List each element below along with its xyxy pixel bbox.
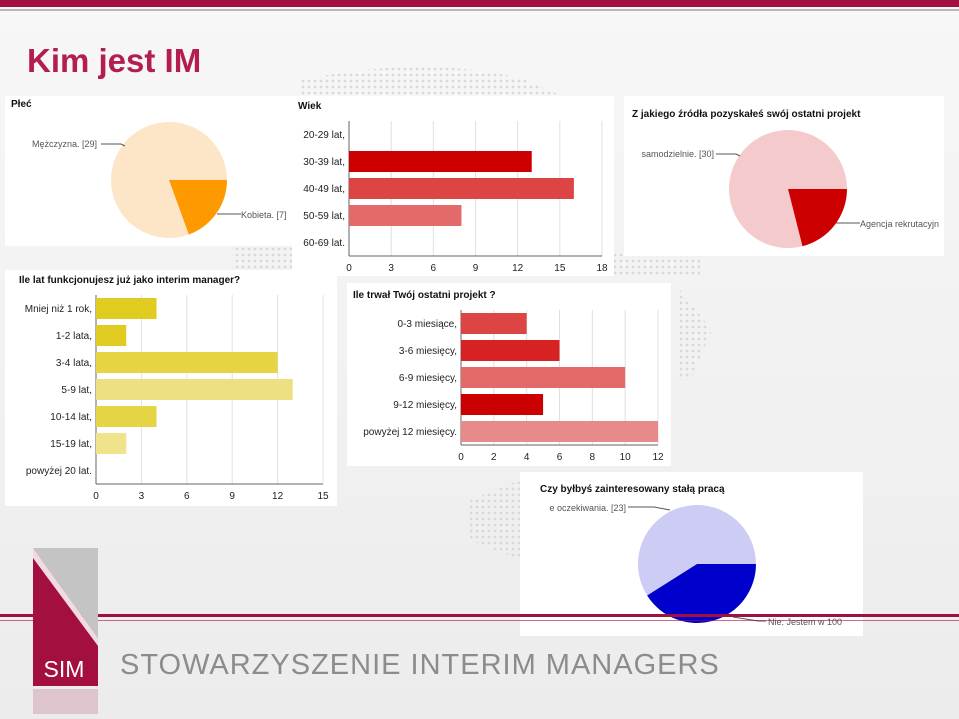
chart-plec: Mężczyzna. [29] Kobieta. [7] bbox=[32, 121, 287, 238]
chart-panel-plec: Płeć Mężczyzna. [29] Kobieta. [7] bbox=[5, 96, 295, 246]
bar bbox=[96, 433, 127, 454]
chart-wiek: 20-29 lat, 30-39 lat, 40-49 lat, 50-59 lat,… bbox=[303, 121, 608, 274]
chart-title: Ile lat funkcjonujesz już jako interim m… bbox=[19, 275, 241, 286]
tick-label: 3 bbox=[139, 491, 145, 502]
bar bbox=[96, 325, 127, 346]
tick-label: 10 bbox=[620, 452, 632, 463]
category-label: 0-3 miesiące, bbox=[398, 319, 457, 330]
logo-text: SIM bbox=[44, 656, 85, 682]
slide-title: Kim jest IM bbox=[27, 42, 202, 79]
leader-line bbox=[716, 153, 741, 157]
slice-label: Mężczyzna. [29] bbox=[32, 139, 97, 149]
chart-title: Ile trwał Twój ostatni projekt ? bbox=[353, 290, 496, 301]
category-label: 5-9 lat, bbox=[61, 385, 92, 396]
category-label: powyżej 12 miesięcy. bbox=[363, 427, 457, 438]
chart-panel-wiek: Wiek 20-29 lat, 30-39 lat, 40-49 lat, 50-59… bbox=[292, 96, 614, 276]
tick-label: 6 bbox=[557, 452, 563, 463]
bar bbox=[96, 298, 157, 319]
pie-slice bbox=[169, 180, 227, 235]
leader-line bbox=[628, 506, 671, 511]
tick-label: 15 bbox=[317, 491, 329, 502]
tick-label: 2 bbox=[491, 452, 497, 463]
chart-title: Wiek bbox=[298, 101, 322, 112]
chart-title: Płeć bbox=[11, 99, 32, 110]
bar bbox=[461, 313, 527, 334]
category-label: Mniej niż 1 rok, bbox=[25, 304, 92, 315]
tick-label: 12 bbox=[512, 263, 524, 274]
category-label: 15-19 lat, bbox=[50, 439, 92, 450]
bar bbox=[96, 352, 278, 373]
category-label: 1-2 lata, bbox=[56, 331, 92, 342]
bar bbox=[461, 394, 544, 415]
tick-label: 18 bbox=[596, 263, 608, 274]
category-label: 40-49 lat, bbox=[303, 184, 345, 195]
category-label: 3-6 miesięcy, bbox=[399, 346, 457, 357]
chart-panel-zrodlo: Z jakiego źródła pozyskałeś swój ostatni… bbox=[624, 96, 944, 256]
pie-slice bbox=[638, 505, 756, 596]
tick-label: 3 bbox=[388, 263, 394, 274]
bar bbox=[461, 421, 658, 442]
bar bbox=[461, 340, 560, 361]
category-label: 9-12 miesięcy, bbox=[393, 400, 457, 411]
top-accent-bar bbox=[0, 0, 959, 7]
bar bbox=[349, 178, 574, 199]
leader-line bbox=[732, 616, 766, 622]
tick-label: 9 bbox=[473, 263, 479, 274]
category-label: 30-39 lat, bbox=[303, 157, 345, 168]
chart-stala: e oczekiwania. [23] Nie. Jestem w 100 bbox=[549, 503, 842, 627]
tick-label: 0 bbox=[93, 491, 99, 502]
tick-label: 8 bbox=[590, 452, 596, 463]
sim-logo: SIM bbox=[33, 548, 98, 714]
leader-line bbox=[101, 143, 126, 147]
pie-slice bbox=[729, 130, 847, 248]
tick-label: 0 bbox=[346, 263, 352, 274]
category-label: 3-4 lata, bbox=[56, 358, 92, 369]
pie-slice bbox=[788, 189, 847, 247]
tick-label: 6 bbox=[184, 491, 190, 502]
top-divider bbox=[0, 9, 959, 11]
bottom-accent-line bbox=[0, 614, 959, 617]
organization-name: STOWARZYSZENIE INTERIM MANAGERS bbox=[120, 649, 720, 681]
chart-panel-lata: Ile lat funkcjonujesz już jako interim m… bbox=[5, 270, 337, 506]
chart-panel-projekt: Ile trwał Twój ostatni projekt ? 0-3 mie… bbox=[347, 283, 671, 466]
bottom-accent-line-thin bbox=[0, 620, 959, 621]
category-label: 20-29 lat, bbox=[303, 130, 345, 141]
bar bbox=[96, 379, 293, 400]
tick-label: 9 bbox=[229, 491, 235, 502]
tick-label: 4 bbox=[524, 452, 530, 463]
tick-label: 15 bbox=[554, 263, 566, 274]
pie-slice bbox=[647, 564, 756, 623]
tick-label: 0 bbox=[458, 452, 464, 463]
tick-label: 6 bbox=[431, 263, 437, 274]
category-label: powyżej 20 lat. bbox=[26, 466, 92, 477]
slice-label: Nie. Jestem w 100 bbox=[768, 617, 842, 627]
tick-label: 12 bbox=[652, 452, 664, 463]
bar bbox=[349, 205, 462, 226]
category-label: 6-9 miesięcy, bbox=[399, 373, 457, 384]
bar bbox=[461, 367, 626, 388]
slice-label: Agencja rekrutacyjn bbox=[860, 219, 939, 229]
slice-label: Kobieta. [7] bbox=[241, 210, 287, 220]
chart-zrodlo: samodzielnie. [30] Agencja rekrutacyjn bbox=[641, 130, 939, 248]
chart-projekt: 0-3 miesiące, 3-6 miesięcy, 6-9 miesięcy, 9… bbox=[363, 310, 664, 463]
chart-lata: Mniej niż 1 rok, 1-2 lata, 3-4 lata, 5-9 la… bbox=[25, 295, 329, 502]
chart-title: Z jakiego źródła pozyskałeś swój ostatni… bbox=[632, 109, 861, 120]
slice-label: e oczekiwania. [23] bbox=[549, 503, 626, 513]
bar bbox=[96, 406, 157, 427]
slice-label: samodzielnie. [30] bbox=[641, 149, 714, 159]
chart-panel-stala: Czy byłbyś zainteresowany stałą pracą e … bbox=[520, 472, 863, 636]
category-label: 10-14 lat, bbox=[50, 412, 92, 423]
tick-label: 12 bbox=[272, 491, 284, 502]
category-label: 60-69 lat. bbox=[303, 238, 345, 249]
chart-title: Czy byłbyś zainteresowany stałą pracą bbox=[540, 484, 725, 495]
bar bbox=[349, 151, 532, 172]
category-label: 50-59 lat, bbox=[303, 211, 345, 222]
